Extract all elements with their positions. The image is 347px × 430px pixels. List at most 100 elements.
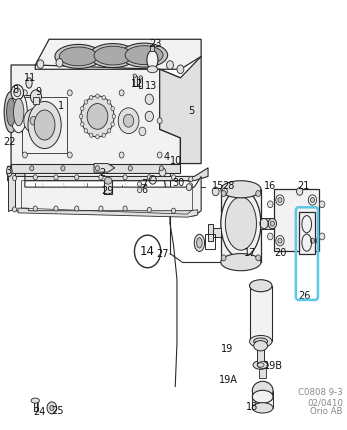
Circle shape [171, 208, 176, 213]
Text: 16: 16 [264, 181, 277, 191]
Ellipse shape [221, 254, 261, 271]
Text: 9: 9 [36, 86, 42, 97]
Circle shape [102, 95, 105, 100]
Circle shape [167, 61, 174, 69]
Circle shape [123, 175, 127, 180]
Ellipse shape [28, 101, 61, 149]
Circle shape [99, 175, 103, 180]
Polygon shape [11, 163, 180, 173]
Text: 27: 27 [156, 249, 169, 259]
Circle shape [145, 94, 153, 104]
Circle shape [107, 100, 111, 104]
Text: 15: 15 [212, 181, 225, 191]
Ellipse shape [31, 398, 40, 403]
Circle shape [268, 201, 273, 208]
Circle shape [297, 187, 303, 195]
Circle shape [212, 187, 219, 196]
Bar [149, 61, 156, 69]
Circle shape [56, 58, 63, 67]
Polygon shape [160, 56, 201, 163]
Ellipse shape [254, 338, 268, 345]
Polygon shape [221, 189, 261, 262]
Ellipse shape [225, 197, 256, 250]
Text: 25: 25 [51, 406, 64, 416]
Text: 21: 21 [297, 181, 310, 191]
Ellipse shape [252, 381, 273, 400]
Circle shape [112, 114, 116, 119]
Circle shape [134, 235, 161, 268]
Circle shape [278, 238, 282, 243]
Bar [252, 391, 273, 408]
Circle shape [24, 109, 43, 133]
Circle shape [99, 206, 103, 211]
Circle shape [139, 127, 146, 136]
Ellipse shape [147, 50, 158, 69]
Circle shape [157, 118, 162, 124]
Circle shape [75, 206, 79, 211]
Bar [150, 45, 154, 51]
Text: 10: 10 [170, 156, 183, 166]
Circle shape [270, 221, 274, 226]
Circle shape [118, 108, 139, 134]
Text: 30: 30 [172, 178, 185, 188]
Circle shape [177, 65, 184, 74]
Circle shape [84, 100, 87, 104]
Ellipse shape [254, 341, 268, 351]
Circle shape [19, 103, 48, 139]
Bar [14, 95, 33, 129]
Ellipse shape [147, 66, 158, 73]
Circle shape [81, 96, 114, 137]
Bar [257, 346, 264, 365]
Bar [33, 97, 39, 104]
Circle shape [47, 402, 57, 414]
Ellipse shape [59, 47, 98, 66]
Text: 19B: 19B [264, 361, 283, 371]
Text: 6: 6 [141, 185, 147, 195]
Circle shape [310, 197, 314, 203]
Text: 5: 5 [188, 106, 195, 116]
Circle shape [14, 88, 21, 97]
Circle shape [12, 175, 17, 181]
Text: 8: 8 [12, 85, 18, 95]
Ellipse shape [133, 74, 136, 77]
Circle shape [67, 152, 72, 158]
Circle shape [276, 195, 284, 205]
Polygon shape [94, 163, 115, 172]
Circle shape [81, 122, 84, 126]
Polygon shape [35, 39, 201, 69]
Circle shape [278, 197, 282, 203]
Ellipse shape [14, 98, 24, 126]
Bar [260, 218, 274, 229]
Circle shape [33, 175, 37, 180]
Ellipse shape [26, 78, 32, 88]
Circle shape [128, 166, 132, 171]
Circle shape [79, 114, 83, 119]
Bar [22, 97, 67, 153]
Bar [249, 286, 272, 341]
Ellipse shape [7, 98, 16, 126]
Bar [139, 77, 142, 88]
Polygon shape [15, 176, 201, 216]
Ellipse shape [221, 189, 261, 258]
Circle shape [147, 175, 151, 180]
Ellipse shape [221, 181, 261, 198]
Circle shape [23, 90, 27, 96]
Bar [104, 181, 112, 194]
Circle shape [319, 201, 325, 208]
Text: 23: 23 [149, 40, 162, 49]
Circle shape [61, 166, 65, 171]
Circle shape [111, 107, 115, 111]
Circle shape [186, 184, 192, 190]
Bar [255, 341, 263, 346]
Text: 17: 17 [244, 248, 256, 258]
Text: 18: 18 [246, 402, 259, 412]
Circle shape [123, 206, 127, 211]
Text: 26: 26 [299, 292, 311, 301]
Polygon shape [18, 208, 198, 217]
Circle shape [111, 122, 115, 126]
Circle shape [87, 104, 108, 129]
Bar [133, 76, 136, 86]
Text: 19: 19 [221, 344, 233, 354]
Circle shape [54, 175, 58, 180]
Polygon shape [213, 228, 221, 237]
